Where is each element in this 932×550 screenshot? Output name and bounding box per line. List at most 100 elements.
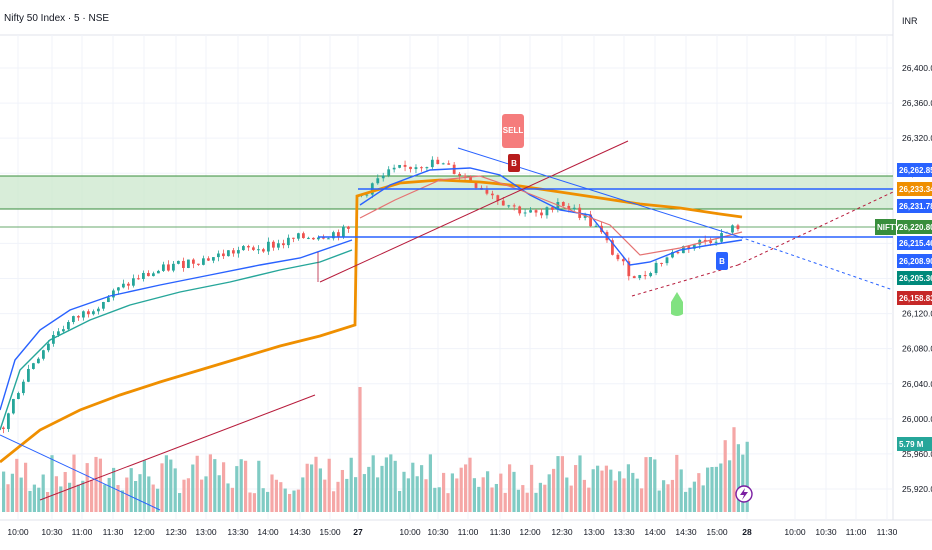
currency-label[interactable]: INR [902, 16, 918, 26]
trendline-support-ext [737, 191, 894, 266]
price-tag-26262[interactable]: 26,262.85 [897, 163, 932, 177]
trendline-support [631, 264, 739, 297]
price-tick-label: 26,400.00 [902, 63, 932, 73]
candle-body [2, 427, 5, 429]
trendline-falling-ext [739, 236, 894, 291]
candle-body [137, 278, 140, 280]
volume-bar [230, 487, 234, 512]
svg-text:26,215.46: 26,215.46 [899, 239, 932, 248]
candle-body [731, 225, 734, 233]
volume-bar [538, 482, 542, 512]
candle-body [337, 232, 340, 237]
trendline-rising [319, 140, 629, 283]
ma-red-line-day2 [359, 175, 743, 256]
time-tick-label: 12:30 [165, 527, 187, 537]
candle-body [282, 243, 285, 246]
volume-bar [310, 464, 314, 512]
volume-bar [648, 457, 652, 512]
candle-body [92, 311, 95, 315]
volume-bar [19, 477, 23, 512]
time-tick-label: 11:00 [846, 527, 867, 537]
candle-body [376, 178, 380, 184]
sell-badge [502, 114, 524, 148]
volume-bar [147, 476, 151, 512]
candle-body [496, 195, 500, 201]
volume-bar [362, 474, 366, 512]
volume-bar [349, 457, 353, 512]
price-tag-volume[interactable]: 5.79 M [897, 437, 932, 451]
volume-bar [745, 441, 749, 512]
volume-bar [314, 456, 318, 512]
candle-body [501, 200, 505, 206]
volume-bar [178, 493, 182, 512]
candle-body [643, 275, 647, 277]
volume-bar [582, 479, 586, 512]
volume-bar [596, 465, 600, 512]
candle-body [447, 163, 451, 165]
time-tick-label: 14:00 [644, 527, 666, 537]
time-tick-label: 11:30 [877, 527, 898, 537]
candle-body [87, 311, 90, 315]
volume-bar [618, 471, 622, 512]
volume-bar [248, 492, 252, 512]
volume-bar [107, 477, 111, 512]
volume-bar [560, 456, 564, 512]
volume-bar [288, 493, 292, 512]
volume-bar [626, 464, 630, 512]
price-tag-26158[interactable]: 26,158.83 [897, 291, 932, 305]
candle-body [177, 260, 180, 264]
price-tag-26205[interactable]: 26,205.36 [897, 271, 932, 285]
volume-bar [380, 465, 384, 512]
price-tick-label: 26,040.00 [902, 379, 932, 389]
volume-bar [684, 491, 688, 512]
volume-bar [402, 471, 406, 512]
candle-body [458, 173, 462, 176]
candle-body [512, 205, 516, 207]
price-tag-26215[interactable]: 26,215.46 [897, 236, 932, 250]
volume-bar [204, 476, 208, 512]
candle-body [77, 316, 80, 318]
volume-bar [151, 484, 155, 512]
volume-bar [635, 478, 639, 512]
volume-bar [384, 457, 388, 512]
candle-body [172, 263, 175, 271]
price-tag-26233[interactable]: 26,233.34 [897, 182, 932, 196]
time-tick-label: 10:00 [7, 527, 29, 537]
candle-body [122, 283, 125, 288]
volume-bar [6, 484, 10, 512]
candle-body [57, 331, 60, 336]
volume-bar [336, 481, 340, 512]
volume-bar [609, 469, 613, 512]
volume-bar [389, 454, 393, 512]
volume-bar [622, 478, 626, 512]
candle-body [474, 182, 478, 188]
candle-body [82, 311, 85, 318]
time-tick-label: 10:00 [399, 527, 421, 537]
candle-body [47, 343, 50, 351]
candle-body [632, 276, 636, 279]
candle-body [436, 159, 440, 165]
volume-bar [239, 459, 243, 512]
candle-body [381, 175, 385, 179]
candle-body [237, 250, 240, 254]
candle-body [398, 164, 401, 168]
volume-bar [85, 463, 89, 512]
price-tag-26208[interactable]: 26,208.90 [897, 254, 932, 268]
volume-bar [32, 484, 36, 512]
volume-bar [662, 480, 666, 512]
candle-body [616, 254, 620, 260]
candle-body [430, 159, 434, 168]
volume-bar [257, 460, 261, 512]
volume-bar [450, 473, 454, 512]
volume-bar [134, 481, 138, 512]
volume-bar [697, 473, 701, 512]
volume-bar [274, 479, 278, 512]
volume-bar [569, 485, 573, 512]
volume-bar [76, 484, 80, 512]
candle-body [277, 243, 280, 248]
price-tag-26231[interactable]: 26,231.78 [897, 199, 932, 213]
candle-body [332, 232, 335, 239]
volume-bar [112, 467, 116, 512]
